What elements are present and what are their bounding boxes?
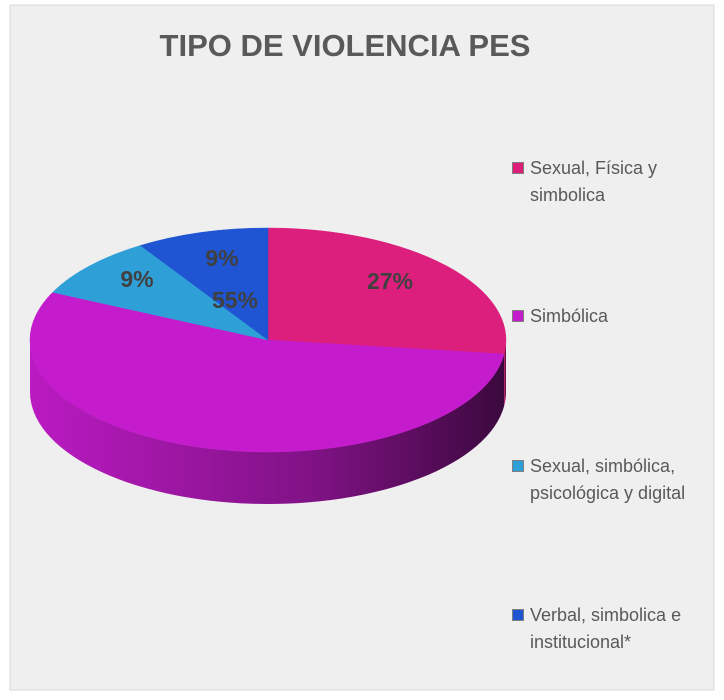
data-label: 9% (205, 245, 238, 271)
slice (52, 245, 269, 341)
legend-swatch (512, 310, 524, 322)
legend-swatch (512, 162, 524, 174)
legend-item: Sexual, Física y simbolica (512, 155, 717, 209)
data-label: 9% (120, 266, 153, 292)
slice (267, 227, 507, 355)
legend-item: Sexual, simbólica, psicológica y digital (512, 453, 717, 507)
slice-side-shade (30, 340, 505, 504)
legend-label: Sexual, simbólica, psicológica y digital (530, 456, 686, 503)
slice (139, 227, 269, 341)
slice (29, 292, 505, 453)
legend-label: Verbal, simbolica e institucional* (530, 605, 682, 652)
data-label: 55% (212, 287, 258, 313)
data-label: 27% (367, 268, 413, 294)
legend-swatch (512, 609, 524, 621)
legend-label: Simbólica (530, 306, 609, 326)
legend-item: Verbal, simbolica e institucional* (512, 602, 717, 656)
legend-label: Sexual, Física y simbolica (530, 158, 658, 205)
legend-item: Simbólica (512, 303, 717, 330)
chart-title: TIPO DE VIOLENCIA PES (160, 28, 531, 63)
slice-side-shade (504, 340, 506, 407)
legend-swatch (512, 460, 524, 472)
